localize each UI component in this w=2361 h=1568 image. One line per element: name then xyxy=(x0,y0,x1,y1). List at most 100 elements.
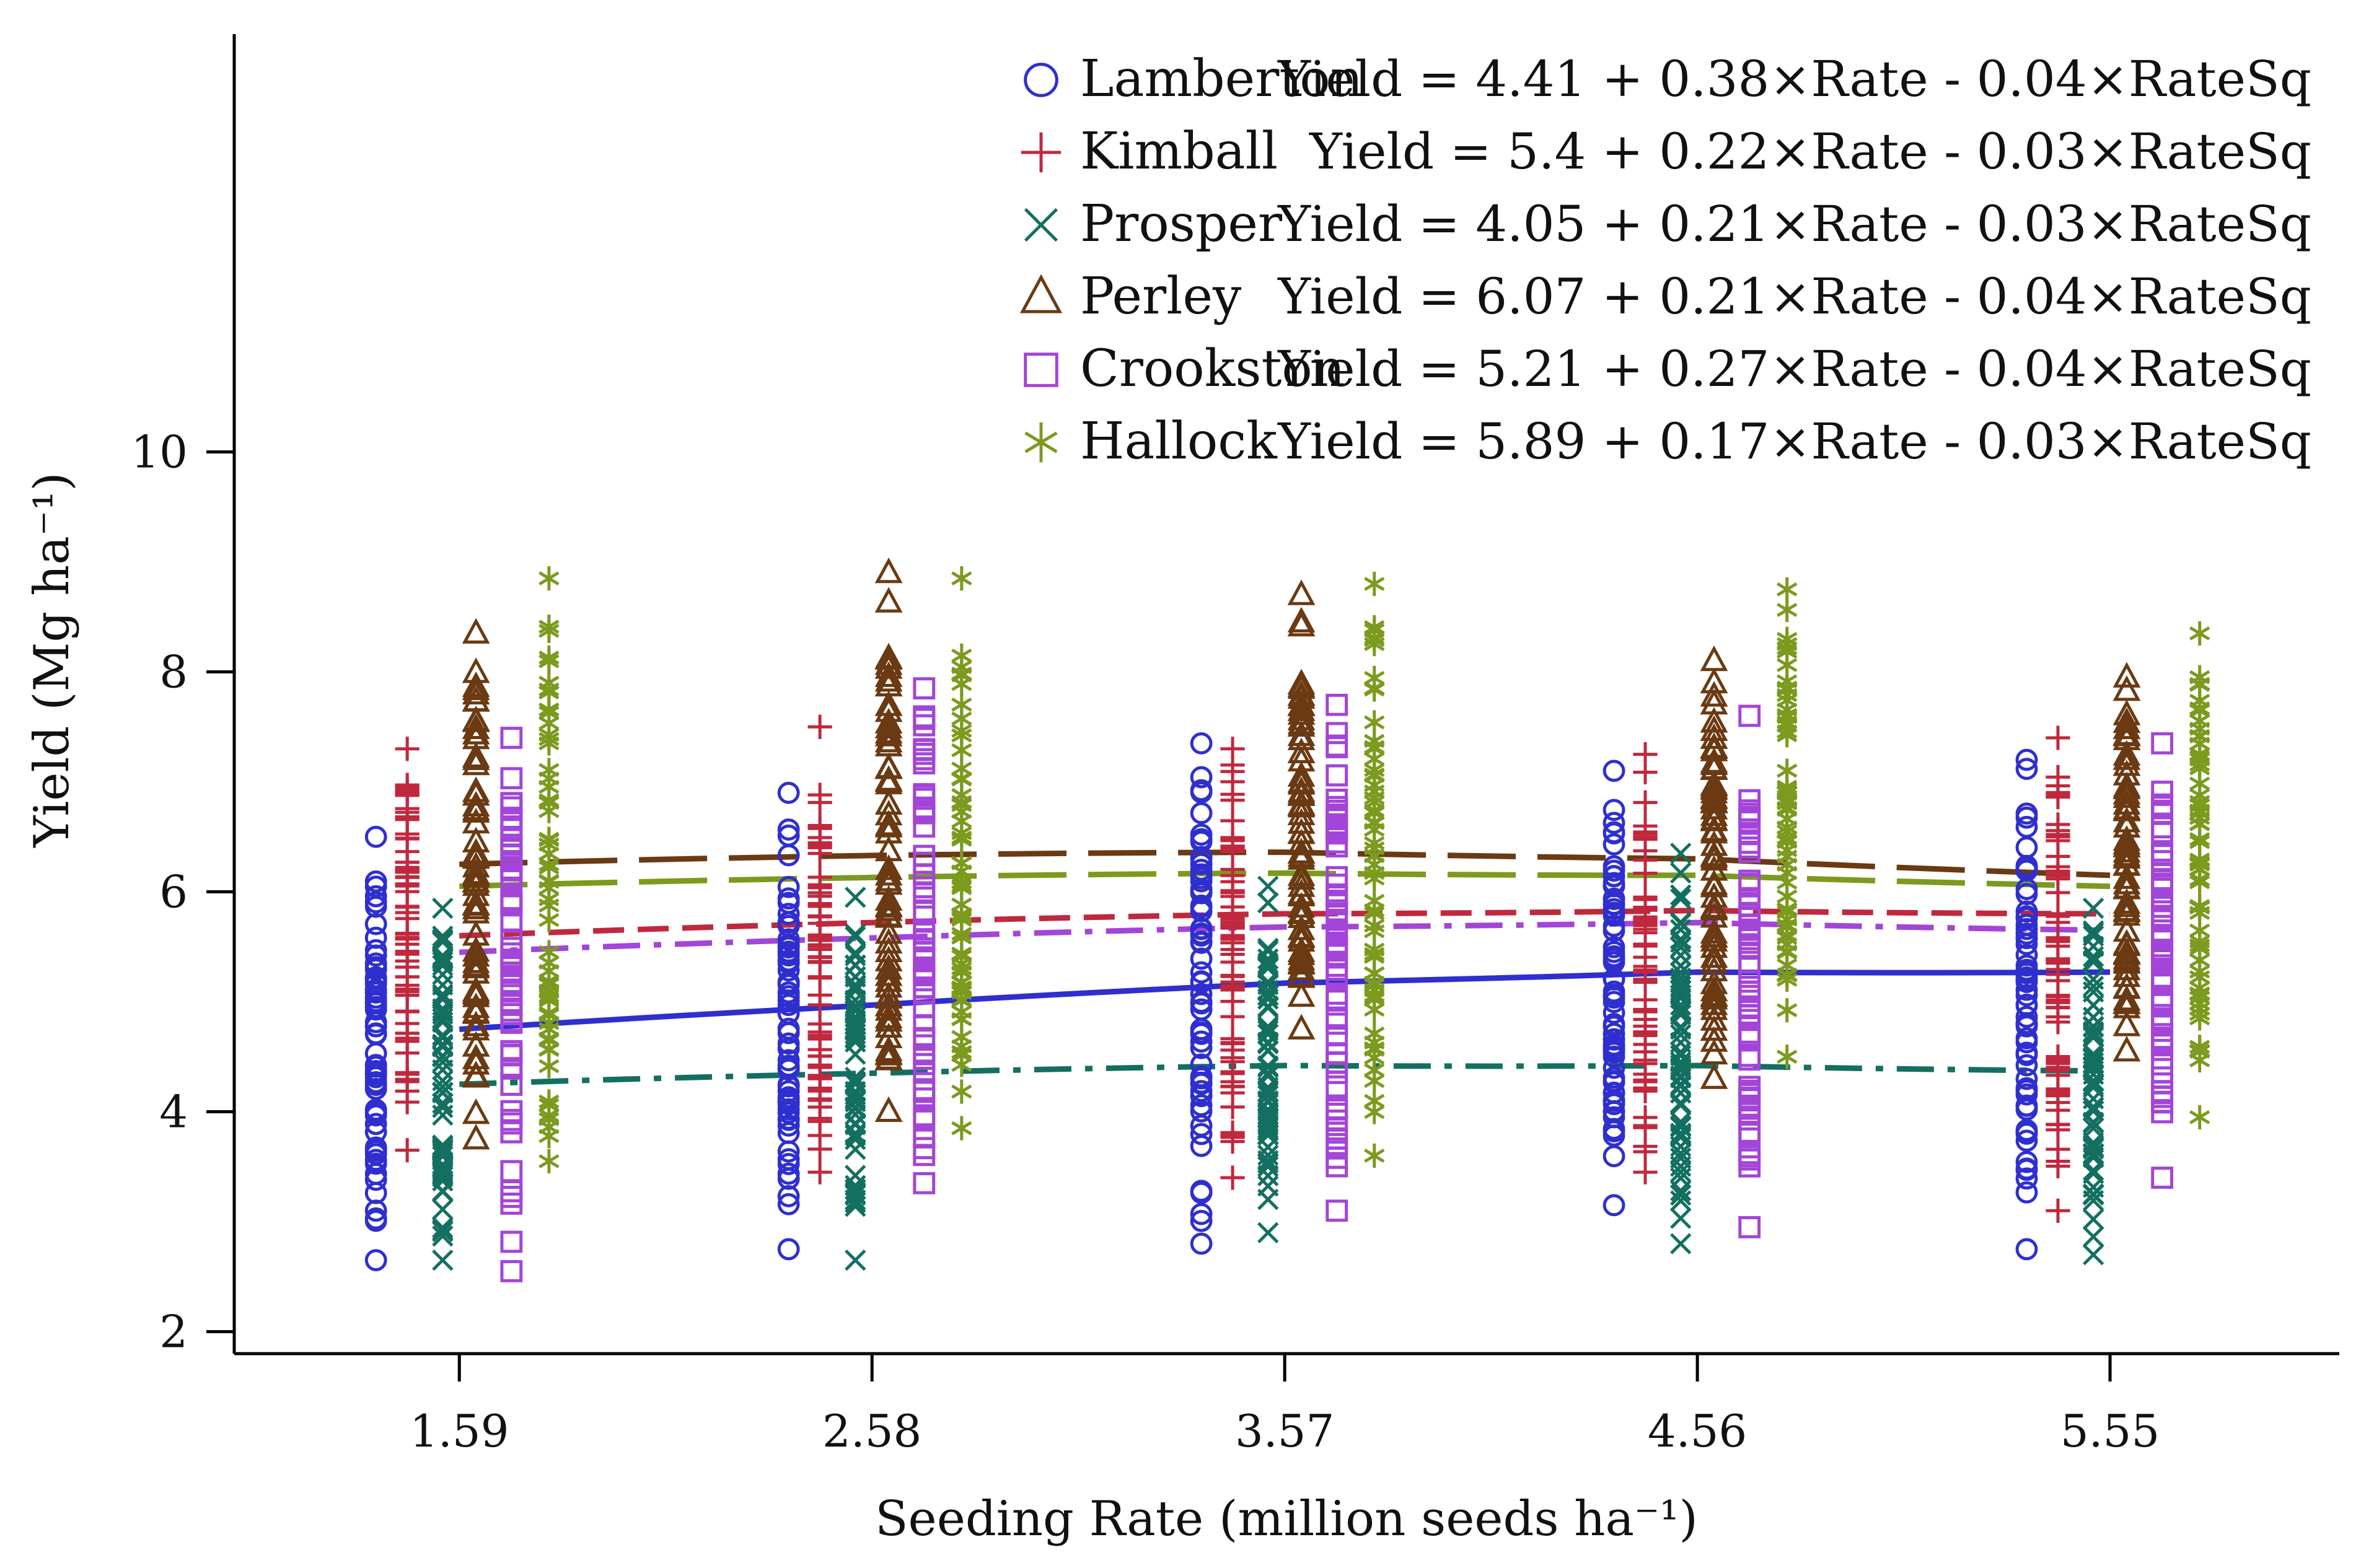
data-point xyxy=(1777,710,1798,735)
data-point xyxy=(2113,795,2141,821)
data-point xyxy=(432,1139,454,1161)
data-point xyxy=(2046,1198,2070,1223)
data-point xyxy=(951,782,972,808)
data-point xyxy=(1326,1127,1348,1150)
x-axis-title: Seeding Rate (million seeds ha⁻¹) xyxy=(875,1491,1698,1547)
data-point xyxy=(874,587,903,613)
data-point xyxy=(807,714,832,739)
data-point xyxy=(913,1027,936,1049)
series-crookston-points xyxy=(500,677,2174,1282)
data-point xyxy=(845,1072,866,1094)
data-point xyxy=(1777,963,1798,988)
data-point xyxy=(432,1003,454,1025)
data-point xyxy=(874,649,903,675)
data-point xyxy=(1257,952,1279,974)
data-point xyxy=(1633,885,1658,909)
data-point xyxy=(1190,1123,1213,1145)
data-point xyxy=(2151,732,2174,755)
data-point xyxy=(500,833,523,856)
legend-marker xyxy=(1024,353,1058,387)
data-point xyxy=(874,557,903,584)
data-point xyxy=(2046,780,2070,805)
data-point xyxy=(462,843,490,869)
data-point xyxy=(2082,1184,2104,1206)
data-point xyxy=(1633,1023,1658,1048)
data-point xyxy=(432,931,454,953)
data-point xyxy=(2082,1022,2104,1044)
data-point xyxy=(364,1098,387,1121)
data-point xyxy=(845,1043,866,1065)
data-point xyxy=(2189,830,2210,854)
data-point xyxy=(1603,1056,1625,1079)
data-point xyxy=(2082,922,2104,944)
data-point xyxy=(2189,672,2210,698)
data-point xyxy=(462,1062,490,1088)
data-point xyxy=(874,1045,903,1071)
data-point xyxy=(364,956,387,979)
data-point xyxy=(1603,980,1625,1003)
data-point xyxy=(395,872,420,896)
data-point xyxy=(462,936,490,962)
data-point xyxy=(2113,961,2141,988)
data-point xyxy=(2189,895,2210,919)
data-point xyxy=(913,802,936,825)
data-point xyxy=(1190,852,1213,875)
legend-marker xyxy=(1021,132,1062,173)
data-point xyxy=(1700,787,1728,813)
data-point xyxy=(1700,872,1728,898)
legend-equation: Yield = 4.41 + 0.38×Rate - 0.04×RateSq xyxy=(1277,50,2311,108)
legend-equation: Yield = 5.21 + 0.27×Rate - 0.04×RateSq xyxy=(1277,340,2311,398)
data-point xyxy=(1777,791,1798,816)
data-point xyxy=(462,674,490,701)
data-point xyxy=(1190,971,1213,994)
data-point xyxy=(2082,1162,2104,1185)
data-point xyxy=(2113,675,2141,701)
data-point xyxy=(1220,839,1245,864)
data-point xyxy=(2046,1044,2070,1069)
data-point xyxy=(462,1031,490,1057)
data-point xyxy=(364,913,387,935)
data-point xyxy=(874,720,903,747)
data-point xyxy=(432,1249,454,1271)
data-point xyxy=(1326,1098,1348,1121)
data-point xyxy=(395,973,420,997)
series-perley-points xyxy=(462,557,2141,1150)
legend-marker xyxy=(1024,422,1058,463)
data-point xyxy=(1670,1004,1692,1026)
fit-line-hallock xyxy=(459,870,2111,890)
data-point xyxy=(1190,983,1213,1005)
legend-label: Kimball xyxy=(1080,122,1278,181)
data-point xyxy=(1700,983,1728,1010)
data-point xyxy=(462,794,490,820)
data-point xyxy=(845,1124,866,1146)
data-point xyxy=(1190,998,1213,1021)
data-point xyxy=(1670,1207,1692,1229)
data-point xyxy=(462,898,490,924)
data-point xyxy=(913,677,936,700)
data-point xyxy=(2113,782,2141,808)
data-point xyxy=(777,887,800,910)
data-point xyxy=(432,1008,454,1030)
series-hallock-points xyxy=(539,566,2210,1173)
data-point xyxy=(2189,709,2210,734)
data-point xyxy=(2015,922,2038,945)
data-point xyxy=(2082,1025,2104,1047)
data-point xyxy=(1287,944,1316,971)
data-point xyxy=(807,1053,832,1077)
data-point xyxy=(913,752,936,775)
data-point xyxy=(1190,732,1213,755)
data-point xyxy=(1190,823,1213,846)
data-point xyxy=(1738,704,1761,727)
data-point xyxy=(395,1138,420,1163)
data-point xyxy=(913,851,936,874)
data-point xyxy=(1257,1055,1279,1077)
data-point xyxy=(1633,1160,1658,1185)
data-point xyxy=(874,752,903,779)
fit-line-lamberton xyxy=(459,969,2111,1032)
data-point xyxy=(1700,830,1728,856)
data-point xyxy=(1190,1181,1213,1204)
data-point xyxy=(1777,939,1798,964)
data-point xyxy=(845,1249,866,1271)
data-point xyxy=(1738,997,1761,1020)
data-point xyxy=(777,1185,800,1207)
